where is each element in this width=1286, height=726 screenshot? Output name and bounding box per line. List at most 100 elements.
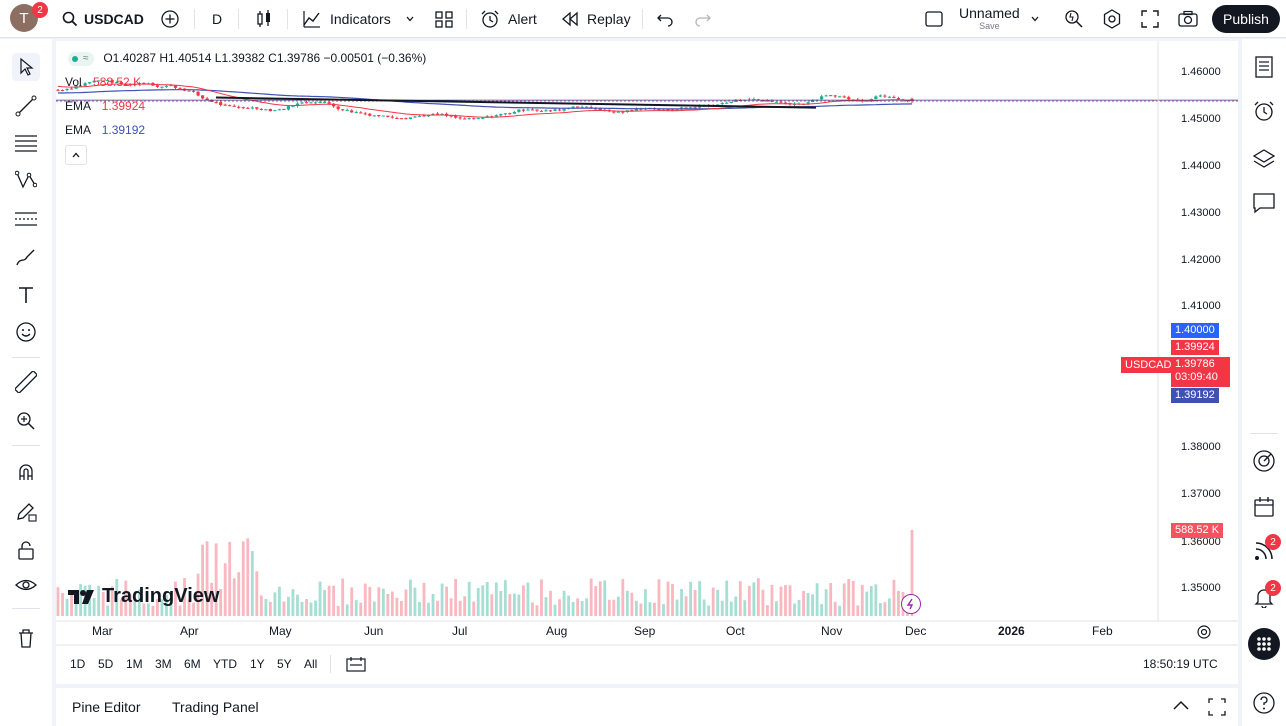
help-button[interactable]: [1250, 689, 1278, 717]
prediction-tool[interactable]: [12, 205, 40, 233]
fib-tool[interactable]: [12, 129, 40, 157]
volume-bar: [720, 600, 724, 616]
watchlist-button[interactable]: [1250, 53, 1278, 81]
candle-body: [548, 110, 553, 112]
compare-button[interactable]: [160, 6, 180, 32]
collapse-legend-button[interactable]: [65, 145, 87, 165]
visibility-tool[interactable]: [12, 571, 40, 599]
utc-clock[interactable]: 18:50:19 UTC: [1143, 657, 1218, 671]
candle-body: [553, 109, 557, 111]
remove-drawings-tool[interactable]: [12, 624, 40, 652]
volume-bar: [522, 585, 525, 616]
interval-button[interactable]: D: [212, 6, 222, 32]
pattern-icon: [15, 170, 37, 189]
volume-bars: [56, 530, 914, 616]
alert-button[interactable]: Alert: [480, 6, 537, 32]
volume-bar: [675, 599, 679, 616]
chart-pane[interactable]: ≈ O1.40287 H1.40514 L1.39382 C1.39786 −0…: [56, 41, 1238, 684]
volume-bar: [124, 580, 128, 616]
volume-bar: [165, 594, 168, 616]
tab-pine-editor[interactable]: Pine Editor: [72, 699, 141, 715]
measure-tool[interactable]: [12, 368, 40, 396]
eye-icon: [15, 579, 37, 591]
volume-bar: [255, 571, 259, 616]
lock-tool[interactable]: [12, 536, 40, 564]
range-button-all[interactable]: All: [304, 657, 318, 671]
volume-bar: [409, 579, 412, 616]
dividends-event-icon[interactable]: [901, 594, 921, 614]
text-tool[interactable]: [12, 281, 40, 309]
magnet-tool[interactable]: [12, 458, 40, 486]
user-avatar[interactable]: T 2: [10, 2, 48, 32]
settings-button[interactable]: [1102, 6, 1122, 32]
chart-type-button[interactable]: [255, 6, 273, 32]
chart-settings-button[interactable]: [1196, 624, 1212, 645]
range-button-5y[interactable]: 5Y: [277, 657, 292, 671]
cursor-tool[interactable]: [12, 53, 40, 81]
candle-body: [169, 85, 173, 87]
range-button-1m[interactable]: 1M: [126, 657, 143, 671]
range-button-ytd[interactable]: YTD: [213, 657, 237, 671]
candle-body: [820, 96, 824, 100]
candle-body: [106, 80, 110, 82]
volume-bar: [463, 596, 467, 616]
divider: [466, 9, 467, 29]
range-button-6m[interactable]: 6M: [184, 657, 201, 671]
drawing-mode-tool[interactable]: [12, 497, 40, 525]
expand-panel-button[interactable]: [1172, 698, 1190, 717]
object-tree-button[interactable]: [1250, 145, 1278, 173]
ideas-button[interactable]: [1250, 447, 1278, 475]
volume-bar: [892, 579, 896, 616]
redo-button[interactable]: [694, 6, 712, 32]
quick-search-button[interactable]: [1064, 6, 1084, 32]
candle-body: [657, 109, 661, 111]
price-chart[interactable]: [56, 41, 1238, 684]
candle-body: [408, 117, 413, 120]
maximize-panel-button[interactable]: [1208, 698, 1226, 721]
volume-bar: [653, 602, 656, 616]
undo-button[interactable]: [656, 6, 674, 32]
goto-date-button[interactable]: [346, 656, 366, 677]
templates-button[interactable]: [434, 6, 454, 32]
replay-button[interactable]: Replay: [561, 6, 631, 32]
volume-bar: [169, 602, 173, 616]
trendline-tool[interactable]: [12, 92, 40, 120]
indicators-button[interactable]: Indicators: [302, 6, 415, 32]
alerts-sidebar-button[interactable]: [1250, 97, 1278, 125]
tab-trading-panel[interactable]: Trading Panel: [172, 699, 259, 715]
range-button-1y[interactable]: 1Y: [250, 657, 265, 671]
candle-body: [765, 100, 770, 102]
symbol-search[interactable]: USDCAD: [62, 6, 144, 32]
candle-body: [616, 111, 620, 113]
pattern-tool[interactable]: [12, 166, 40, 194]
volume-bar: [680, 588, 683, 616]
volume-bar: [761, 589, 765, 616]
volume-bar: [838, 605, 842, 616]
chats-button[interactable]: [1250, 189, 1278, 217]
trendline[interactable]: [215, 96, 817, 109]
products-menu-button[interactable]: [1248, 628, 1280, 660]
volume-bar: [553, 604, 557, 616]
fullscreen-button[interactable]: [1141, 6, 1159, 32]
zoom-tool[interactable]: [12, 407, 40, 435]
candle-body: [286, 106, 291, 110]
candle-body: [806, 102, 810, 104]
price-label: 1.45000: [1181, 113, 1221, 125]
volume-bar: [517, 594, 521, 616]
volume-bar: [531, 602, 534, 616]
volume-bar: [61, 592, 64, 616]
range-button-1d[interactable]: 1D: [70, 657, 86, 671]
layout-button[interactable]: Unnamed Save: [925, 4, 1040, 34]
quick-search-icon: [1065, 10, 1083, 28]
brush-tool[interactable]: [12, 244, 40, 272]
snapshot-button[interactable]: [1178, 6, 1198, 32]
volume-bar: [128, 594, 132, 616]
publish-button[interactable]: Publish: [1212, 5, 1280, 33]
calendar-button[interactable]: [1250, 493, 1278, 521]
volume-bar: [106, 605, 110, 616]
hline-price-tag: 1.40000: [1171, 323, 1219, 338]
range-button-5d[interactable]: 5D: [98, 657, 114, 671]
emoji-tool[interactable]: [12, 318, 40, 346]
range-button-3m[interactable]: 3M: [155, 657, 172, 671]
candle-body: [228, 105, 232, 107]
